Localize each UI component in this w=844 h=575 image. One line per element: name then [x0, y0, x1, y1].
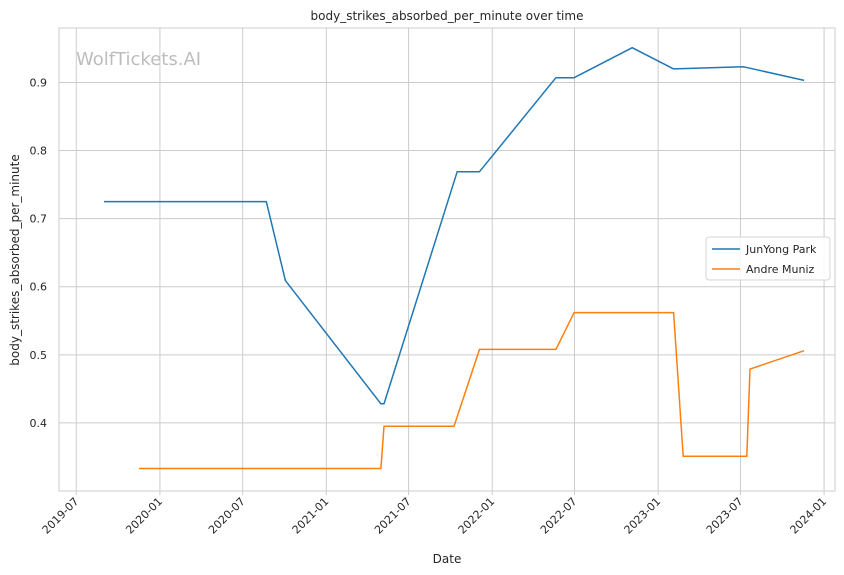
- legend-label-0: JunYong Park: [745, 243, 817, 256]
- series-layer: [104, 46, 805, 470]
- legend-label-1: Andre Muniz: [746, 263, 815, 276]
- y-tick-label: 0.6: [30, 281, 48, 294]
- y-axis-label: body_strikes_absorbed_per_minute: [8, 154, 22, 365]
- y-tick-label: 0.4: [30, 417, 48, 430]
- y-tick-label: 0.8: [30, 145, 48, 158]
- series-line-0: [104, 46, 805, 405]
- chart-title: body_strikes_absorbed_per_minute over ti…: [311, 9, 584, 23]
- y-tick-label: 0.7: [30, 213, 48, 226]
- plot-frame: [58, 27, 836, 492]
- series-line-1: [139, 311, 805, 470]
- plot-border: [58, 27, 836, 492]
- y-tick-labels: 0.4 0.5 0.6 0.7 0.8 0.9: [30, 76, 48, 429]
- legend: JunYong Park Andre Muniz: [705, 236, 831, 281]
- y-tick-label: 0.9: [30, 76, 48, 89]
- x-axis-label: Date: [433, 552, 462, 566]
- watermark: WolfTickets.AI: [76, 49, 201, 70]
- y-tick-label: 0.5: [30, 349, 48, 362]
